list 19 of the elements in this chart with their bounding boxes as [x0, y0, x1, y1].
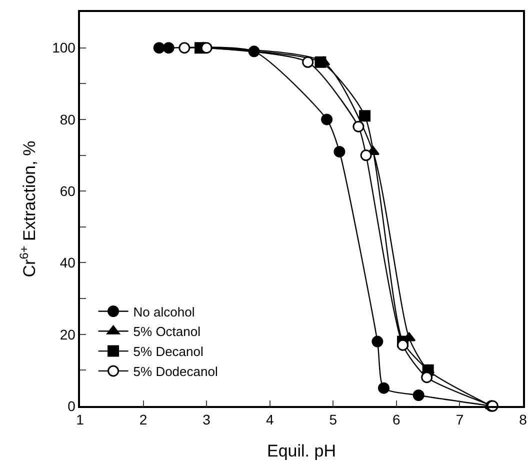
y-tick-label: 0	[68, 398, 76, 414]
x-tick-label: 5	[329, 412, 338, 428]
y-tick-label: 80	[60, 111, 76, 128]
x-tick-label: 4	[266, 412, 274, 428]
y-tick-label: 40	[60, 254, 76, 271]
legend-label: 5% Octanol	[133, 324, 201, 340]
y-tick-label: 60	[60, 182, 76, 199]
y-tick-label: 100	[52, 40, 76, 56]
x-axis-title: Equil. pH	[267, 441, 336, 460]
x-tick-label: 6	[392, 412, 401, 428]
x-tick-label: 3	[202, 412, 211, 428]
legend-label: No alcohol	[133, 304, 195, 320]
legend-label: 5% Dodecanol	[133, 364, 218, 380]
legend-label: 5% Decanol	[133, 344, 204, 360]
x-tick-label: 1	[76, 412, 84, 428]
x-tick-label: 8	[519, 412, 528, 428]
x-tick-label: 2	[139, 412, 148, 428]
y-tick-label: 20	[60, 326, 76, 342]
x-tick-label: 7	[456, 412, 464, 428]
